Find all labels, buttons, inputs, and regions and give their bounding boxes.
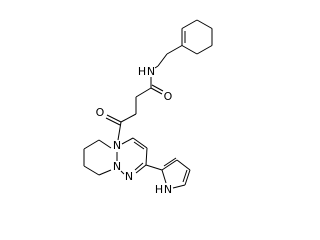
atom-label: O [164, 90, 173, 103]
atom-label: N [164, 183, 172, 196]
atom-label: O [96, 106, 105, 119]
atom-label: H [138, 65, 146, 78]
atom-label: N [125, 170, 133, 183]
molecule-diagram: H N O O N N N H N [83, 19, 213, 196]
atom-label: N [147, 65, 155, 78]
atom-label: N [113, 139, 121, 152]
atom-label: N [113, 160, 121, 173]
bonds [83, 19, 213, 189]
atom-label: H [155, 183, 163, 196]
